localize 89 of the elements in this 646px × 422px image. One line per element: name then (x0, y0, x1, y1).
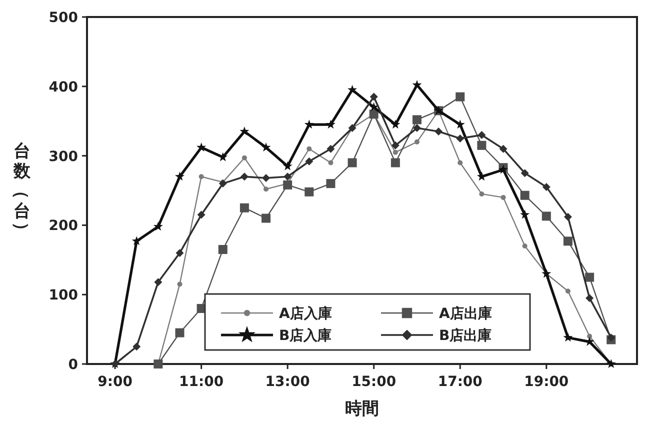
legend-label: A店入庫 (279, 305, 332, 322)
point (196, 142, 206, 152)
point (479, 191, 484, 196)
point (477, 140, 486, 150)
point (264, 186, 269, 192)
point (328, 160, 334, 166)
point (585, 272, 594, 282)
point (499, 144, 508, 153)
point (520, 210, 530, 219)
point (262, 174, 270, 182)
point (606, 359, 616, 368)
point (326, 144, 335, 153)
point (607, 334, 616, 342)
point (240, 203, 249, 212)
point (326, 179, 336, 188)
point (563, 332, 573, 342)
point (218, 152, 228, 162)
point (391, 141, 400, 150)
point (240, 126, 250, 136)
y-tick-label: 0 (68, 357, 78, 373)
x-tick-label: 15:00 (352, 374, 396, 390)
point (132, 342, 141, 351)
point (262, 214, 271, 223)
y-tick-label: 200 (48, 218, 78, 234)
point (455, 120, 465, 129)
point (176, 248, 184, 257)
point (348, 158, 357, 168)
point (456, 92, 465, 102)
point (218, 244, 228, 254)
legend-label: A店出庫 (439, 305, 492, 322)
point (392, 150, 398, 155)
x-tick-label: 13:00 (265, 374, 310, 390)
y-tick-label: 100 (48, 288, 78, 304)
point (458, 160, 463, 166)
point (132, 236, 142, 246)
point (218, 180, 227, 188)
point (564, 212, 572, 221)
point (242, 155, 247, 160)
point (390, 158, 400, 168)
point (282, 161, 292, 170)
point (563, 236, 572, 246)
x-tick-label: 19:00 (524, 374, 569, 390)
point (476, 172, 486, 181)
y-tick-label: 300 (48, 148, 78, 165)
point (261, 142, 271, 152)
point (283, 180, 292, 190)
point (456, 134, 464, 142)
point (348, 84, 358, 94)
point (284, 172, 292, 181)
point (305, 157, 314, 166)
point (413, 124, 421, 132)
point (478, 130, 486, 139)
point (175, 328, 184, 338)
point (414, 139, 420, 144)
point (177, 282, 182, 287)
y-tick-label: 400 (48, 79, 78, 96)
point (304, 120, 314, 129)
point (542, 268, 552, 278)
point (326, 120, 336, 129)
point (369, 102, 379, 112)
point (542, 183, 550, 192)
point (306, 146, 312, 152)
legend-label: B店入庫 (279, 327, 332, 344)
x-tick-label: 11:00 (179, 374, 224, 390)
point (565, 288, 570, 294)
point (390, 120, 400, 129)
point (434, 128, 443, 136)
point (586, 294, 594, 302)
x-tick-label: 9:00 (98, 374, 133, 390)
x-axis-title: 時間 (345, 399, 379, 419)
x-tick-label: 17:00 (438, 374, 483, 390)
point (500, 194, 506, 200)
y-axis-title: 台数（台） (11, 142, 32, 239)
point (197, 210, 206, 219)
point (154, 278, 162, 286)
point (520, 169, 529, 178)
point (522, 244, 528, 249)
point (587, 334, 592, 339)
point (304, 187, 314, 196)
point (240, 172, 248, 181)
point (542, 212, 551, 221)
point (153, 222, 163, 231)
y-tick-label: 500 (48, 10, 78, 26)
point (370, 92, 378, 101)
point (198, 174, 204, 180)
legend-label: B店出庫 (439, 327, 492, 344)
point (412, 115, 422, 124)
point (520, 190, 530, 200)
point (174, 172, 184, 181)
